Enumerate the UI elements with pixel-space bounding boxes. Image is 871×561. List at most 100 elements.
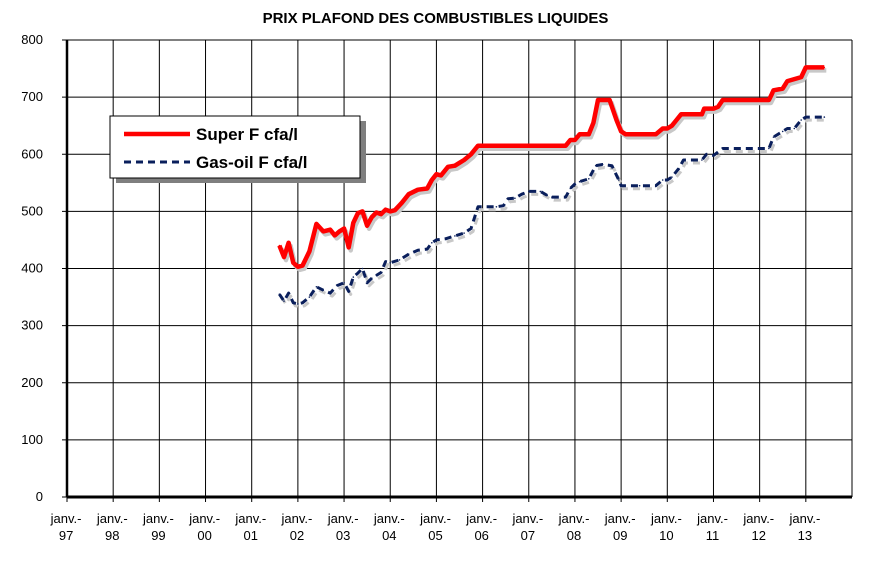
data-point-1 (546, 194, 548, 197)
data-point-1 (502, 204, 505, 207)
x-tick-label-year: 13 (798, 528, 812, 543)
data-point-0 (781, 87, 784, 90)
data-point-0 (292, 262, 295, 264)
series-shadow (280, 118, 827, 309)
data-point-0 (458, 162, 461, 164)
data-point-1 (800, 119, 802, 121)
data-point-1 (793, 127, 796, 130)
data-point-1 (521, 193, 523, 195)
data-point-0 (800, 76, 802, 78)
x-tick-label-month: janv.- (742, 511, 774, 526)
y-tick-label: 200 (21, 375, 43, 390)
x-tick-label-year: 10 (659, 528, 673, 543)
y-tick-label: 700 (21, 89, 43, 104)
data-point-0 (315, 223, 318, 225)
data-point-1 (747, 147, 749, 150)
x-tick-label-year: 04 (382, 528, 396, 543)
data-point-0 (308, 250, 311, 253)
data-point-0 (712, 107, 715, 110)
x-tick-label-year: 03 (336, 528, 350, 543)
data-point-0 (638, 133, 641, 136)
data-point-0 (747, 99, 749, 101)
y-tick-label: 100 (21, 432, 43, 447)
data-point-1 (431, 242, 433, 244)
x-tick-label-month: janv.- (511, 511, 543, 526)
legend-label-gasoil: Gas-oil F cfa/l (196, 153, 307, 172)
data-point-0 (624, 133, 627, 136)
data-point-0 (338, 230, 341, 233)
data-point-1 (347, 290, 350, 293)
data-point-0 (435, 173, 438, 175)
data-point-0 (454, 164, 456, 167)
data-point-0 (366, 224, 368, 227)
data-point-1 (768, 147, 770, 150)
x-tick-label-month: janv.- (188, 511, 220, 526)
data-point-0 (352, 222, 355, 224)
data-point-0 (518, 144, 521, 147)
x-tick-label-year: 02 (290, 528, 304, 543)
data-point-0 (389, 210, 392, 213)
data-point-0 (394, 209, 396, 211)
x-tick-label-year: 98 (105, 528, 119, 543)
data-point-1 (588, 178, 590, 180)
data-point-0 (578, 133, 581, 136)
y-tick-label: 300 (21, 318, 43, 333)
data-point-1 (426, 248, 429, 250)
data-point-0 (574, 139, 576, 141)
data-point-1 (507, 198, 509, 200)
series-line-0 (277, 65, 825, 270)
data-point-0 (701, 113, 703, 116)
data-point-0 (361, 210, 364, 213)
x-tick-label-month: janv.- (327, 511, 359, 526)
data-point-1 (666, 179, 669, 181)
data-point-1 (772, 136, 775, 138)
data-point-1 (292, 302, 295, 304)
legend-box (109, 115, 361, 179)
data-point-0 (371, 216, 373, 218)
data-point-1 (705, 153, 708, 156)
data-point-0 (278, 244, 281, 247)
data-point-1 (638, 184, 641, 187)
data-point-1 (463, 232, 465, 234)
x-tick-label-year: 99 (151, 528, 165, 543)
data-point-0 (329, 228, 332, 231)
x-tick-label-month: janv.- (650, 511, 682, 526)
x-tick-label-year: 09 (613, 528, 627, 543)
data-point-1 (357, 272, 359, 274)
data-point-1 (389, 262, 392, 264)
data-point-1 (495, 206, 498, 208)
data-point-1 (315, 286, 318, 288)
series-line-1 (278, 115, 825, 306)
x-tick-label-year: 12 (752, 528, 766, 543)
data-point-0 (357, 212, 359, 214)
data-point-0 (301, 264, 304, 267)
data-point-0 (426, 187, 429, 190)
data-point-1 (578, 180, 581, 183)
data-point-1 (470, 227, 472, 230)
data-point-0 (495, 144, 498, 147)
data-point-0 (477, 144, 479, 147)
data-point-1 (407, 253, 410, 255)
data-point-1 (297, 303, 299, 305)
data-point-1 (594, 164, 597, 167)
data-point-1 (398, 259, 401, 261)
x-tick-label-year: 06 (474, 528, 488, 543)
data-point-1 (514, 197, 516, 199)
data-point-0 (431, 179, 433, 181)
data-point-1 (361, 267, 364, 270)
data-point-0 (675, 119, 678, 121)
series-layer (277, 65, 826, 306)
data-point-0 (717, 106, 719, 108)
data-point-0 (592, 122, 595, 124)
data-point-0 (407, 193, 410, 195)
data-point-1 (375, 274, 378, 277)
data-point-0 (768, 99, 770, 101)
data-point-1 (477, 206, 479, 208)
data-point-1 (712, 154, 715, 157)
data-point-1 (380, 271, 382, 274)
data-point-1 (786, 127, 789, 130)
x-tick-label-month: janv.- (50, 511, 82, 526)
data-point-0 (569, 139, 572, 141)
data-point-1 (371, 277, 373, 280)
